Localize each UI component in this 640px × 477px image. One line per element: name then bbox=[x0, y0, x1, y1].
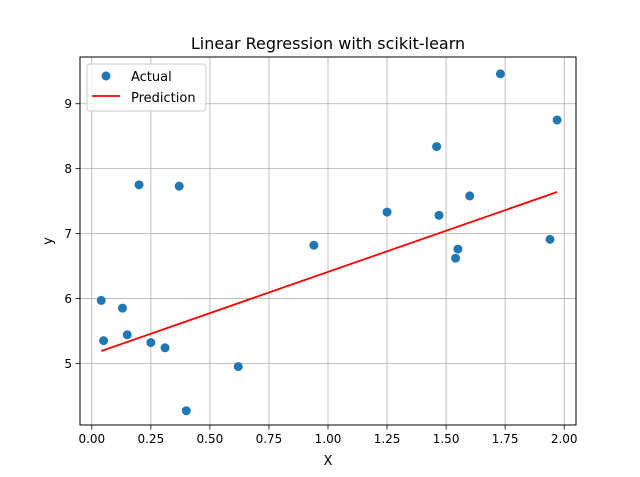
x-tick-label: 0.00 bbox=[78, 432, 105, 446]
prediction-series bbox=[100, 191, 558, 352]
legend-label-prediction: Prediction bbox=[131, 91, 196, 106]
x-tick-label: 0.25 bbox=[137, 432, 164, 446]
chart-title: Linear Regression with scikit-learn bbox=[191, 34, 465, 53]
x-axis: 0.00 0.25 0.50 0.75 1.00 1.25 1.50 1.75 2.00 bbox=[78, 425, 578, 446]
x-tick-label: 0.50 bbox=[197, 432, 224, 446]
x-tick-label: 1.75 bbox=[492, 432, 519, 446]
data-point bbox=[432, 142, 442, 152]
x-tick-label: 1.25 bbox=[374, 432, 401, 446]
y-tick-label: 6 bbox=[64, 292, 72, 306]
grid bbox=[80, 57, 576, 425]
x-tick-label: 1.00 bbox=[315, 432, 342, 446]
actual-series bbox=[96, 69, 562, 416]
data-point bbox=[465, 191, 475, 201]
data-point bbox=[160, 343, 170, 353]
data-point bbox=[134, 180, 144, 190]
y-axis-label: y bbox=[41, 237, 56, 245]
data-point bbox=[451, 253, 461, 263]
legend: Actual Prediction bbox=[86, 63, 207, 112]
data-point bbox=[99, 336, 109, 346]
legend-marker-actual bbox=[101, 71, 111, 81]
data-point bbox=[174, 181, 184, 191]
x-tick-label: 1.50 bbox=[433, 432, 460, 446]
data-point bbox=[495, 69, 505, 79]
y-axis: 5 6 7 8 9 bbox=[64, 97, 80, 371]
data-point bbox=[181, 406, 191, 416]
x-axis-label: X bbox=[324, 454, 333, 469]
data-point bbox=[434, 210, 444, 220]
data-point bbox=[96, 295, 106, 305]
y-tick-label: 5 bbox=[64, 357, 72, 371]
data-point bbox=[118, 303, 128, 313]
y-tick-label: 7 bbox=[64, 227, 72, 241]
data-point bbox=[382, 207, 392, 217]
prediction-line bbox=[100, 191, 558, 352]
data-point bbox=[122, 330, 132, 340]
legend-label-actual: Actual bbox=[131, 70, 172, 85]
data-point bbox=[146, 338, 156, 348]
data-point bbox=[309, 240, 319, 250]
y-tick-label: 9 bbox=[64, 97, 72, 111]
legend-box bbox=[86, 63, 207, 112]
x-tick-label: 2.00 bbox=[551, 432, 578, 446]
data-point bbox=[233, 362, 243, 372]
data-point bbox=[453, 244, 463, 254]
y-tick-label: 8 bbox=[64, 162, 72, 176]
data-point bbox=[552, 115, 562, 125]
data-point bbox=[545, 234, 555, 244]
x-tick-label: 0.75 bbox=[256, 432, 283, 446]
